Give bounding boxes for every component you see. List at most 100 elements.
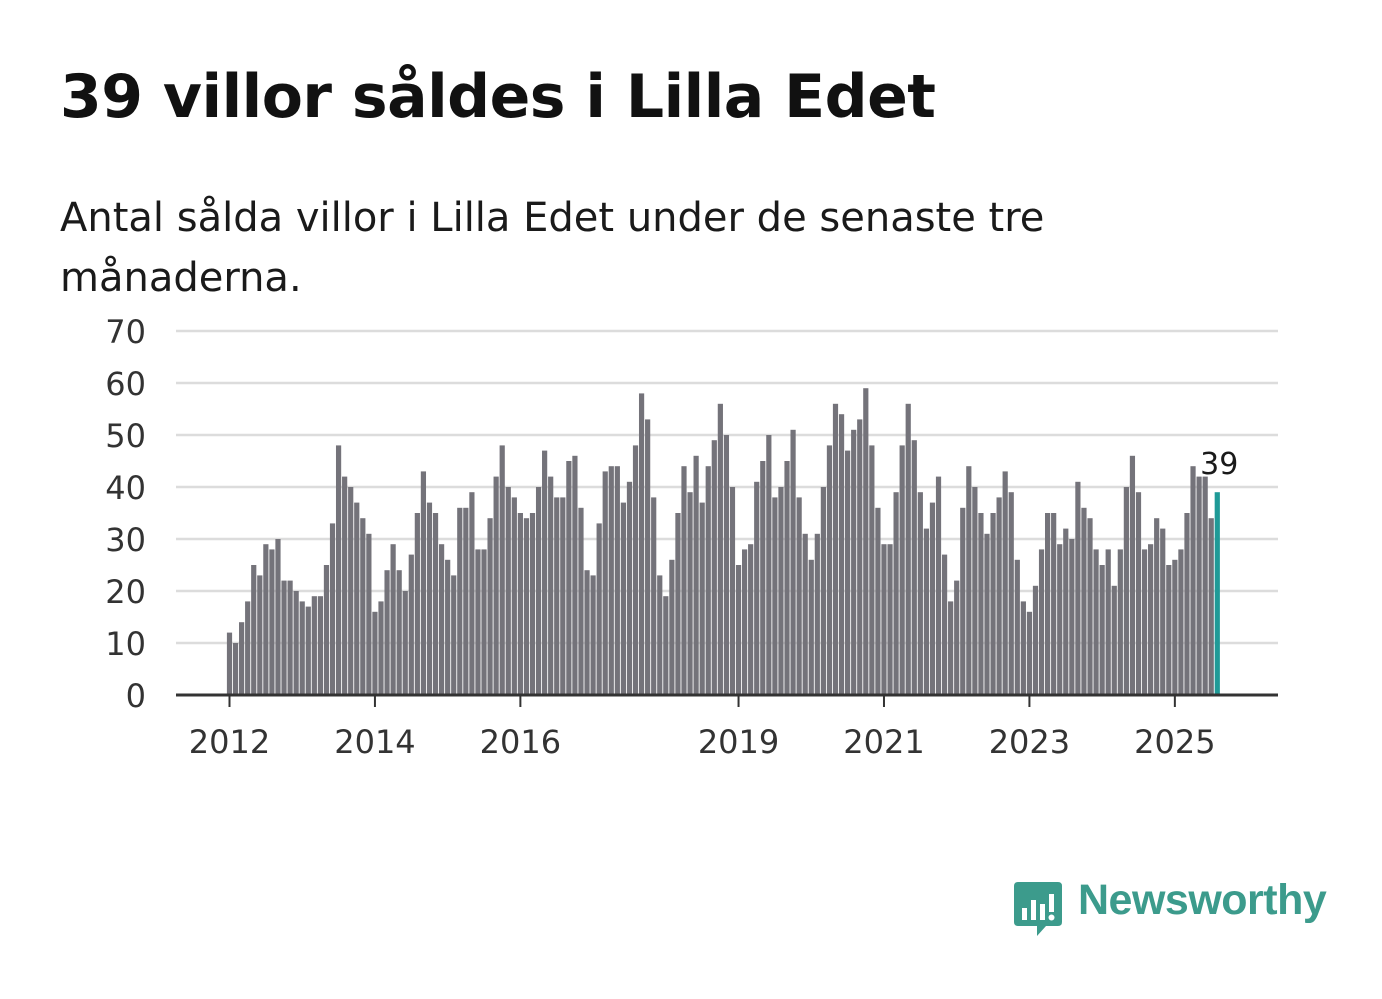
bar xyxy=(748,544,754,695)
bar xyxy=(1129,455,1136,695)
bar xyxy=(1184,513,1190,695)
bar xyxy=(663,596,669,695)
bar xyxy=(638,393,645,695)
bar xyxy=(632,445,639,695)
bar xyxy=(1154,518,1160,695)
bar xyxy=(439,544,445,695)
bar xyxy=(251,565,257,695)
bar xyxy=(226,632,233,695)
bar xyxy=(808,559,814,695)
bar xyxy=(899,445,905,695)
bar xyxy=(972,487,978,695)
bar xyxy=(742,549,748,695)
bar xyxy=(990,513,996,695)
bar xyxy=(269,549,275,695)
bar xyxy=(778,487,784,695)
bar xyxy=(590,575,596,695)
bar xyxy=(923,528,929,695)
bar xyxy=(1051,513,1057,695)
bar xyxy=(420,471,427,695)
bar xyxy=(317,596,323,695)
bar xyxy=(535,487,542,695)
bar xyxy=(845,450,851,695)
bar xyxy=(1014,559,1020,695)
bar xyxy=(1172,559,1178,695)
bar xyxy=(566,461,572,695)
bar xyxy=(814,533,820,695)
bar xyxy=(857,419,863,695)
bar xyxy=(675,513,681,695)
bar xyxy=(978,513,984,695)
bar xyxy=(711,440,717,695)
bar xyxy=(469,492,475,695)
y-tick-label: 10 xyxy=(105,625,146,663)
bar xyxy=(402,591,408,695)
bar xyxy=(348,487,354,695)
bar xyxy=(1038,549,1045,695)
bar xyxy=(790,429,796,695)
bar xyxy=(863,388,869,695)
highlight-value-label: 39 xyxy=(1200,447,1238,482)
bar xyxy=(1069,539,1075,695)
bar xyxy=(426,502,433,695)
bar xyxy=(354,502,360,695)
bar xyxy=(360,518,366,695)
bar xyxy=(1099,565,1105,695)
bar xyxy=(1190,466,1196,695)
bar xyxy=(1087,518,1093,695)
bar xyxy=(287,580,293,695)
bar xyxy=(772,497,778,695)
bar xyxy=(832,403,839,695)
bar xyxy=(487,518,493,695)
bar xyxy=(766,435,772,695)
bar xyxy=(529,513,536,695)
bar xyxy=(608,466,614,695)
bar xyxy=(699,502,705,695)
bar xyxy=(657,575,663,695)
bar xyxy=(948,601,954,695)
bar xyxy=(1135,492,1142,695)
bar xyxy=(729,487,736,695)
newsworthy-logo-icon xyxy=(1014,882,1062,936)
bar xyxy=(1002,471,1008,695)
bar xyxy=(232,643,239,695)
bar xyxy=(651,497,657,695)
y-tick-label: 60 xyxy=(105,365,146,403)
bar xyxy=(245,601,251,695)
bar xyxy=(796,497,802,695)
bar xyxy=(820,487,826,695)
bar xyxy=(705,466,711,695)
bar xyxy=(311,596,317,695)
bar xyxy=(620,502,626,695)
bar xyxy=(917,492,923,695)
bar xyxy=(372,611,378,695)
bar xyxy=(299,601,305,695)
bar xyxy=(481,549,487,695)
bar xyxy=(760,461,766,695)
bar-chart: 0 10 20 30 40 50 60 70 2012 2014 2016 2019 2021 2023… xyxy=(105,313,1278,761)
bar xyxy=(784,461,790,695)
bar xyxy=(717,403,723,695)
bar xyxy=(511,497,517,695)
bar xyxy=(893,492,899,695)
bar xyxy=(329,523,336,695)
bar xyxy=(554,497,560,695)
bar xyxy=(960,507,966,695)
bar xyxy=(323,565,330,695)
bar xyxy=(723,435,730,695)
bar xyxy=(1063,528,1069,695)
bar xyxy=(996,497,1002,695)
bar xyxy=(523,518,530,695)
bar xyxy=(396,570,402,695)
bar xyxy=(445,559,451,695)
bar xyxy=(875,507,881,695)
bar xyxy=(560,497,566,695)
bar xyxy=(335,445,342,695)
bar xyxy=(1148,544,1154,695)
bar xyxy=(735,565,742,695)
bar xyxy=(384,570,390,695)
bar xyxy=(887,544,893,695)
bar xyxy=(1166,565,1172,695)
bar xyxy=(390,544,396,695)
x-axis: 2012 2014 2016 2019 2021 2023 2025 xyxy=(176,693,1278,761)
